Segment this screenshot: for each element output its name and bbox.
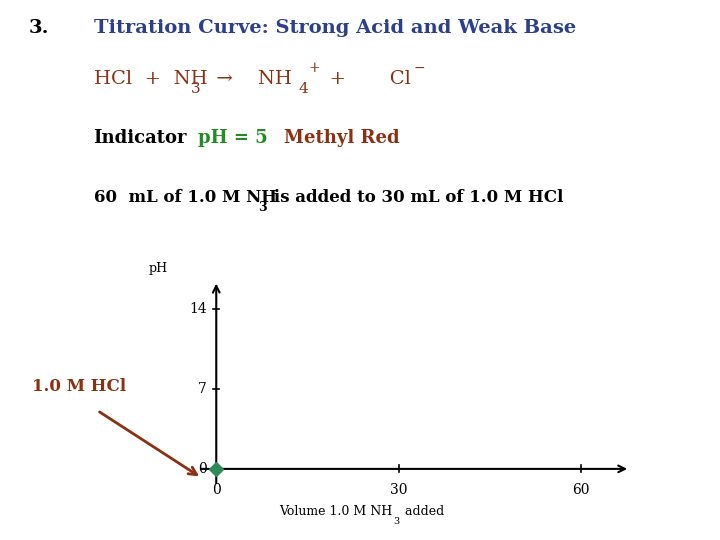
Text: 3: 3	[258, 201, 267, 214]
Text: 60  mL of 1.0 M NH: 60 mL of 1.0 M NH	[94, 190, 276, 206]
Text: 14: 14	[189, 302, 207, 316]
Text: Volume 1.0 M NH: Volume 1.0 M NH	[279, 505, 392, 518]
Text: −: −	[414, 61, 426, 75]
Text: 0: 0	[199, 462, 207, 476]
Text: →    NH: → NH	[204, 70, 292, 87]
Text: 4: 4	[299, 83, 309, 97]
Text: +: +	[308, 61, 320, 75]
Text: Indicator: Indicator	[94, 129, 187, 147]
Text: +       Cl: + Cl	[317, 70, 410, 87]
Text: 3.: 3.	[29, 19, 49, 37]
Text: HCl  +  NH: HCl + NH	[94, 70, 207, 87]
Text: Methyl Red: Methyl Red	[284, 129, 400, 147]
Text: is added to 30 mL of 1.0 M HCl: is added to 30 mL of 1.0 M HCl	[268, 190, 563, 206]
Text: 3: 3	[393, 517, 400, 526]
Text: 1.0 M HCl: 1.0 M HCl	[32, 377, 127, 395]
Text: 0: 0	[212, 483, 220, 497]
Text: 3: 3	[191, 83, 200, 97]
Text: 7: 7	[198, 382, 207, 396]
Text: pH: pH	[149, 262, 168, 275]
Text: added: added	[401, 505, 444, 518]
Text: pH = 5: pH = 5	[198, 129, 268, 147]
Text: 60: 60	[572, 483, 590, 497]
Text: 30: 30	[390, 483, 408, 497]
Text: Titration Curve: Strong Acid and Weak Base: Titration Curve: Strong Acid and Weak Ba…	[94, 19, 576, 37]
